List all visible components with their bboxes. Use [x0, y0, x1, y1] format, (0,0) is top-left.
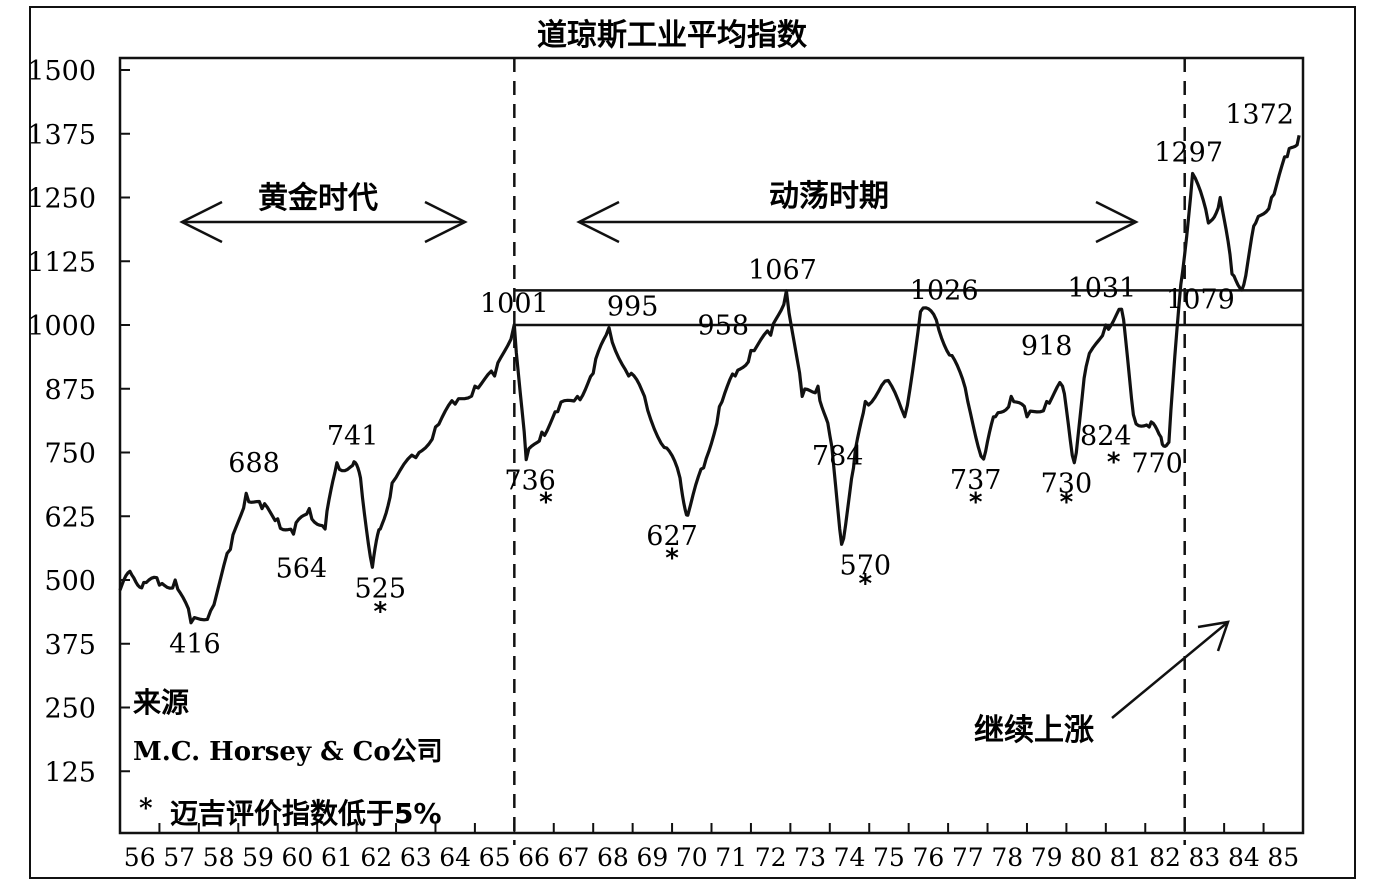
y-axis: 125 250 375 500 625 750 875 1000 1125 1250 1375 150…: [27, 56, 130, 788]
x-tick-label: 68: [597, 843, 629, 872]
chart-title: 道琼斯工业平均指数: [537, 18, 808, 53]
x-tick-label: 83: [1189, 843, 1221, 872]
x-tick-label: 64: [439, 843, 471, 872]
x-tick-label: 56: [124, 843, 156, 872]
data-label: 688: [228, 448, 280, 479]
y-tick-label: 500: [44, 566, 96, 597]
y-tick-label: 250: [44, 694, 96, 725]
x-tick-label: 77: [952, 843, 984, 872]
data-label: 824: [1080, 421, 1132, 452]
series-line: [118, 134, 1301, 625]
data-label: 1001: [480, 288, 549, 319]
data-label: 995: [607, 292, 659, 323]
golden-age-arrow: [179, 200, 468, 244]
star-marker: *: [373, 597, 387, 627]
y-tick-label: 125: [44, 757, 96, 788]
data-label: 918: [1021, 331, 1073, 362]
legend-title: 来源: [133, 686, 189, 719]
continue-rise-arrow: [1111, 620, 1230, 719]
reference-lines: [513, 58, 1303, 845]
y-tick-label: 1500: [27, 56, 96, 87]
outer-frame: [29, 6, 1356, 879]
data-label: 525: [354, 573, 406, 604]
y-tick-label: 375: [44, 630, 96, 661]
data-label: 736: [504, 466, 556, 497]
legend-source: M.C. Horsey & Co公司: [133, 737, 443, 767]
data-label: 741: [327, 421, 379, 452]
volatile-period-label: 动荡时期: [769, 179, 889, 214]
legend-star-note: 迈吉评价指数低于5%: [170, 797, 442, 830]
continue-rise-label: 继续上涨: [974, 713, 1094, 748]
data-label: 1026: [910, 276, 979, 307]
x-tick-label: 67: [558, 843, 590, 872]
data-label: 737: [950, 465, 1002, 496]
data-label: 1372: [1225, 99, 1294, 130]
x-tick-label: 66: [518, 843, 550, 872]
x-tick-label: 74: [834, 843, 866, 872]
data-label: 416: [169, 629, 221, 660]
x-tick-label: 63: [400, 843, 432, 872]
data-label: 570: [840, 550, 892, 581]
data-label: 627: [646, 521, 698, 552]
data-label: 730: [1041, 469, 1093, 500]
data-label: 770: [1131, 448, 1183, 479]
data-labels: 416 688 564 741 525 1001 736 995 627 958 1067 784 57…: [169, 99, 1294, 660]
data-label: 564: [276, 553, 328, 584]
star-marker: *: [969, 487, 983, 517]
x-tick-label: 57: [163, 843, 195, 872]
star-marker: *: [539, 487, 553, 517]
y-tick-label: 875: [44, 375, 96, 406]
x-tick-label: 69: [636, 843, 668, 872]
golden-age-label: 黄金时代: [258, 181, 378, 216]
data-label: 958: [698, 310, 750, 341]
volatile-period-arrow: [576, 200, 1139, 244]
data-label: 1031: [1068, 273, 1137, 304]
data-label: 1079: [1166, 285, 1235, 316]
star-markers: * * * * * * *: [373, 448, 1120, 627]
star-marker: *: [665, 544, 679, 574]
x-tick-label: 82: [1149, 843, 1181, 872]
x-tick-label: 76: [912, 843, 944, 872]
x-axis: 56 57 58 59 60 61 62 63 64 65 66 67 68 69 70 71 72 73 74 75…: [119, 823, 1299, 872]
x-tick-label: 75: [873, 843, 905, 872]
y-tick-label: 1250: [27, 184, 96, 215]
legend-star-symbol: *: [139, 794, 153, 824]
y-tick-label: 625: [44, 502, 96, 533]
x-tick-label: 78: [991, 843, 1023, 872]
dow-series-line: [118, 134, 1301, 625]
x-tick-label: 85: [1267, 843, 1299, 872]
star-marker: *: [1107, 448, 1121, 478]
star-marker: *: [1060, 487, 1074, 517]
x-tick-label: 60: [282, 843, 314, 872]
data-label: 1297: [1154, 138, 1223, 169]
y-tick-label: 750: [44, 439, 96, 470]
x-tick-label: 59: [242, 843, 274, 872]
x-tick-label: 73: [794, 843, 826, 872]
y-tick-label: 1000: [27, 311, 96, 342]
y-tick-label: 1375: [27, 120, 96, 151]
star-marker: *: [858, 569, 872, 599]
x-tick-label: 79: [1031, 843, 1063, 872]
y-tick-label: 1125: [27, 247, 96, 278]
data-label: 784: [812, 441, 864, 472]
x-tick-label: 65: [479, 843, 511, 872]
x-tick-label: 70: [676, 843, 708, 872]
x-tick-label: 84: [1228, 843, 1260, 872]
x-tick-label: 81: [1110, 843, 1142, 872]
x-tick-label: 72: [755, 843, 787, 872]
x-tick-label: 61: [321, 843, 353, 872]
x-tick-label: 62: [360, 843, 392, 872]
x-tick-label: 71: [715, 843, 747, 872]
x-tick-label: 58: [203, 843, 235, 872]
x-tick-label: 80: [1070, 843, 1102, 872]
data-label: 1067: [748, 255, 817, 286]
